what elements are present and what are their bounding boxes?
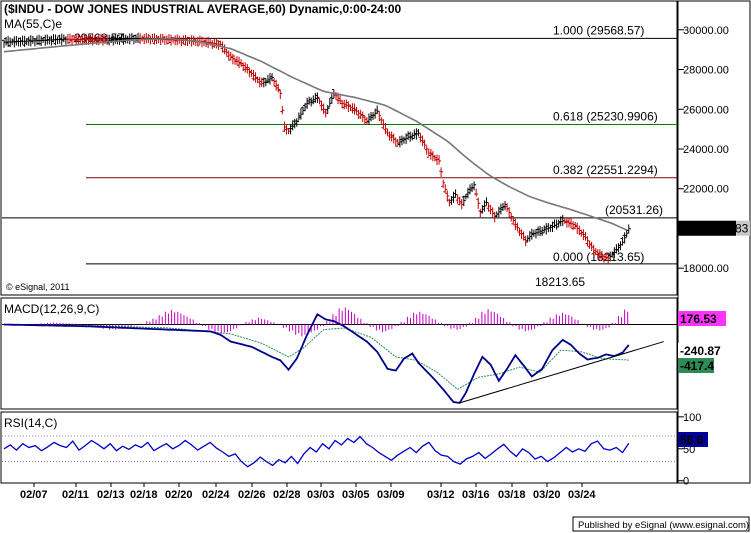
x-tick-label: 02/13 [97,489,125,501]
macd-trendline [459,341,664,404]
resistance-level-label: (20531.26) [605,203,663,217]
price-y-tick-label: 22000.00 [683,184,729,196]
price-panel-frame [0,0,678,296]
fib-level-label: 0.000 (18213.65) [553,250,644,264]
copyright-label: © eSignal, 2011 [6,282,70,292]
x-tick-label: 02/26 [238,489,266,501]
price-y-tick-label: 28000.00 [683,65,729,77]
rsi-line [3,435,630,468]
fib-level-label: 0.382 (22551.2294) [553,163,658,177]
axis-labels: 18000.0020000.0022000.0024000.0026000.00… [20,25,750,501]
signal-value: -417.4 [680,359,714,373]
x-tick-label: 03/16 [462,489,490,501]
x-tick-label: 03/09 [377,489,405,501]
footer-box [572,516,750,532]
x-tick-label: 03/20 [533,489,561,501]
fib-level-label: 1.000 (29568.57) [553,23,644,37]
fib-level-label: 0.618 (25230.9906) [553,110,658,124]
x-tick-label: 02/24 [202,489,230,501]
rsi-value-bg [678,432,708,447]
x-tick-label: 02/28 [273,489,301,501]
x-tick-label: 02/18 [130,489,158,501]
macd-histogram-value-bg [678,311,726,326]
price-y-tick-label: 18000.00 [683,263,729,275]
x-tick-label: 03/18 [498,489,526,501]
macd-value-bg [678,343,726,358]
rsi-y-tick-label: 100 [683,412,701,424]
footer-published-by: Published by eSignal (www.esignal.com) [578,520,749,531]
x-tick-label: 03/03 [307,489,335,501]
rsi-value: 58.6 [680,433,704,447]
ma-line [3,37,628,231]
last-price-label-bg [678,220,736,236]
chart-title: ($INDU - DOW JONES INDUSTRIAL AVERAGE,60… [4,2,402,16]
macd-value: -240.87 [680,344,721,358]
price-y-tick-label: 24000.00 [683,144,729,156]
last-price-label: 19985.66 [680,222,730,236]
price-y-tick-label: 26000.00 [683,104,729,116]
rsi-y-tick-label: 0 [683,476,689,488]
macd-histogram-value: 176.53 [680,312,717,326]
x-tick-label: 03/24 [568,489,596,501]
x-tick-label: 02/07 [20,489,48,501]
signal-value-bg [678,358,714,373]
macd-plot [2,307,677,404]
low-price-label: 18213.65 [535,275,585,289]
x-tick-label: 02/20 [165,489,193,501]
y-axis-area [677,0,751,484]
rsi-plot [2,435,677,468]
macd-signal-line [3,324,629,390]
last-price-suffix: 83 [735,222,749,236]
x-tick-label: 03/12 [427,489,455,501]
x-tick-label: 02/11 [62,489,89,501]
macd-line [3,313,630,404]
x-tick-label: 03/05 [342,489,370,501]
macd-legend: MACD(12,26,9,C) [4,302,99,316]
price-plot: 1.000 (29568.57) 0.618 (25230.9906) 0.382 … [2,23,677,289]
rsi-legend: RSI(14,C) [4,416,57,430]
ma-legend: MA(55,C)e [4,17,62,31]
price-y-tick-label: 30000.00 [683,25,729,37]
